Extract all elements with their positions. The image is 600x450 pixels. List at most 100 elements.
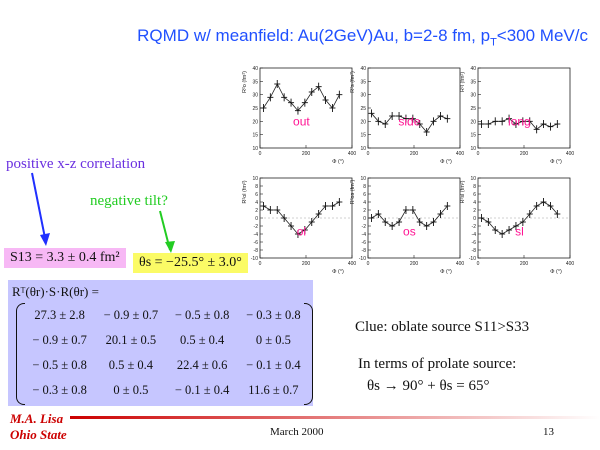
x-tick-label: 200: [302, 151, 311, 157]
data-point: [301, 226, 308, 234]
y-axis-label: R²sl (fm²): [460, 180, 466, 203]
data-point: [375, 210, 382, 218]
y-tick-label: -2: [254, 224, 259, 230]
matrix-cell: − 0.1 ± 0.4: [174, 383, 230, 397]
y-tick-label: -10: [359, 256, 366, 262]
data-point: [478, 120, 485, 128]
matrix-left-paren: [16, 303, 25, 405]
x-tick-label: 0: [477, 261, 480, 267]
panel-frame: [367, 67, 461, 149]
y-tick-label: 4: [363, 200, 366, 206]
panel-sl: -10 -8 -6 -4 -2 0 2 4 6 8 10 0 200 400 Φ (°) R²sl (fm²)…: [460, 176, 574, 275]
y-tick-label: -8: [254, 248, 259, 254]
panel-label: sl: [515, 225, 524, 239]
panel-ol: -10 -8 -6 -4 -2 0 2 4 6 8 10 0 200 400 Φ (°) R²ol (fm²)…: [242, 176, 356, 275]
y-tick-label: 8: [255, 184, 258, 190]
data-point: [506, 114, 513, 123]
y-tick-label: 0: [363, 216, 366, 222]
x-tick-label: 200: [520, 261, 529, 267]
y-tick-label: 40: [360, 66, 366, 72]
x-axis-label: Φ (°): [332, 269, 344, 275]
y-tick-label: 2: [363, 208, 366, 214]
matrix-cell: 20.1 ± 0.5: [105, 333, 157, 347]
series-line: [263, 83, 340, 112]
data-point: [315, 82, 322, 91]
y-tick-label: 25: [360, 106, 366, 112]
panel-label: os: [403, 225, 416, 239]
y-tick-label: 15: [252, 133, 258, 139]
data-point: [389, 222, 396, 230]
data-point: [409, 206, 416, 214]
y-axis-label: R²ol (fm²): [242, 180, 248, 203]
data-point: [260, 104, 267, 112]
data-point: [533, 202, 540, 210]
data-point: [389, 112, 396, 120]
data-point: [492, 226, 499, 234]
y-tick-label: 35: [470, 79, 476, 85]
matrix-cell: 11.6 ± 0.7: [248, 383, 299, 397]
data-point: [288, 222, 295, 230]
correlation-label: positive x-z correlation: [6, 156, 146, 172]
data-point: [402, 206, 409, 214]
matrix-row: − 0.3 ± 0.8 0 ± 0.5 − 0.1 ± 0.4 11.6 ± 0…: [24, 378, 309, 403]
data-point: [512, 222, 519, 230]
data-point: [368, 214, 375, 222]
data-point: [301, 98, 308, 107]
matrix-cell: 0 ± 0.5: [255, 333, 291, 347]
data-point: [492, 117, 499, 126]
data-point: [526, 210, 533, 218]
x-tick-label: 400: [566, 261, 575, 267]
page-number: 13: [543, 426, 554, 438]
data-point: [437, 112, 444, 120]
x-tick-label: 0: [367, 151, 370, 157]
matrix-cell: 27.3 ± 2.8: [34, 308, 85, 322]
matrix-body: 27.3 ± 2.8 − 0.9 ± 0.7 − 0.5 ± 0.8 − 0.3…: [24, 303, 309, 403]
matrix-cell: 0 ± 0.5: [113, 383, 149, 397]
x-tick-label: 200: [520, 151, 529, 157]
data-point: [485, 120, 492, 128]
data-point: [547, 122, 554, 131]
y-axis-label: R²os (fm²): [350, 179, 356, 204]
data-point: [512, 120, 519, 128]
data-point: [322, 202, 329, 210]
y-tick-label: 8: [473, 184, 476, 190]
y-tick-label: -10: [251, 256, 258, 262]
s13-value-box: S13 = 3.3 ± 0.4 fm²: [4, 248, 126, 268]
tilt-label: negative tilt?: [90, 193, 168, 209]
panel-os: -10 -8 -6 -4 -2 0 2 4 6 8 10 0 200 400 Φ (°) R²os (fm²)…: [350, 176, 464, 275]
data-point: [444, 202, 451, 210]
y-tick-label: 0: [255, 216, 258, 222]
panel-frame: [259, 67, 353, 149]
y-tick-label: 40: [470, 66, 476, 72]
prolate-equation: θs → 90° + θs = 65°: [367, 378, 490, 394]
y-tick-label: -8: [472, 248, 477, 254]
data-point: [437, 210, 444, 218]
data-point: [281, 214, 288, 222]
data-point: [382, 218, 389, 226]
x-tick-label: 0: [367, 261, 370, 267]
data-point: [274, 206, 281, 214]
theta-value-box: θs = −25.5° ± 3.0°: [133, 253, 248, 273]
y-tick-label: 35: [252, 79, 258, 85]
y-tick-label: 2: [473, 208, 476, 214]
series-line: [371, 205, 448, 227]
y-tick-label: 30: [360, 93, 366, 99]
data-point: [423, 128, 430, 136]
series-line: [481, 201, 558, 235]
data-point: [368, 109, 375, 118]
y-tick-label: 15: [360, 133, 366, 139]
x-tick-label: 0: [259, 261, 262, 267]
data-point: [260, 202, 267, 210]
y-tick-label: 6: [473, 192, 476, 198]
footer-date: March 2000: [270, 426, 324, 438]
matrix-header: Rᵀ(θr)·S·R(θr) =: [12, 284, 99, 299]
data-point: [315, 210, 322, 218]
data-point: [322, 96, 329, 104]
data-point: [281, 93, 288, 102]
slide-title: RQMD w/ meanfield: Au(2GeV)Au, b=2-8 fm,…: [137, 26, 588, 49]
prolate-intro: In terms of prolate source:: [358, 356, 517, 372]
matrix-cell: − 0.5 ± 0.8: [32, 358, 87, 372]
y-tick-label: 15: [470, 133, 476, 139]
